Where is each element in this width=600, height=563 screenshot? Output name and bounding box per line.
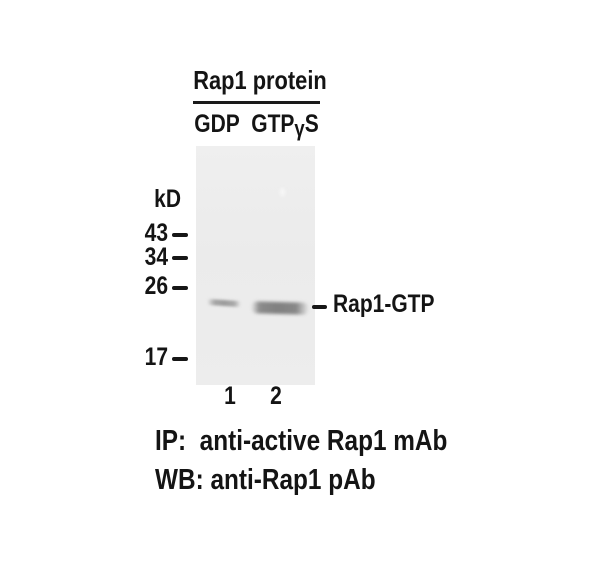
gtp-prefix: GTP — [251, 110, 295, 138]
title-underline — [193, 101, 320, 104]
mw-marker-26: 26 — [144, 272, 168, 300]
gel-artifact-speck — [278, 186, 287, 198]
mw-marker-34: 34 — [144, 243, 168, 271]
band-label: Rap1-GTP — [333, 290, 435, 318]
mw-tick-17 — [172, 357, 188, 361]
mw-tick-43 — [172, 233, 188, 237]
gel-blot-panel — [196, 146, 315, 385]
mw-tick-26 — [172, 286, 188, 290]
gtp-suffix: S — [304, 110, 319, 138]
caption-wb-line: WB: anti-Rap1 pAb — [155, 464, 376, 496]
condition-label-gtpgs: GTPγS — [250, 110, 321, 140]
gamma-symbol: γ — [294, 116, 305, 141]
condition-label-gdp: GDP — [194, 110, 240, 138]
band-lane-2 — [250, 301, 310, 315]
lane-number-2: 2 — [270, 382, 282, 410]
mw-marker-17: 17 — [144, 343, 168, 371]
mw-tick-34 — [172, 256, 188, 260]
mw-marker-43: 43 — [144, 219, 168, 247]
mw-unit-label: kD — [154, 185, 181, 213]
figure-title: Rap1 protein — [193, 65, 327, 95]
lane-number-1: 1 — [224, 382, 236, 410]
band-pointer-tick — [312, 305, 327, 309]
caption-ip-line: IP: anti-active Rap1 mAb — [155, 425, 448, 457]
